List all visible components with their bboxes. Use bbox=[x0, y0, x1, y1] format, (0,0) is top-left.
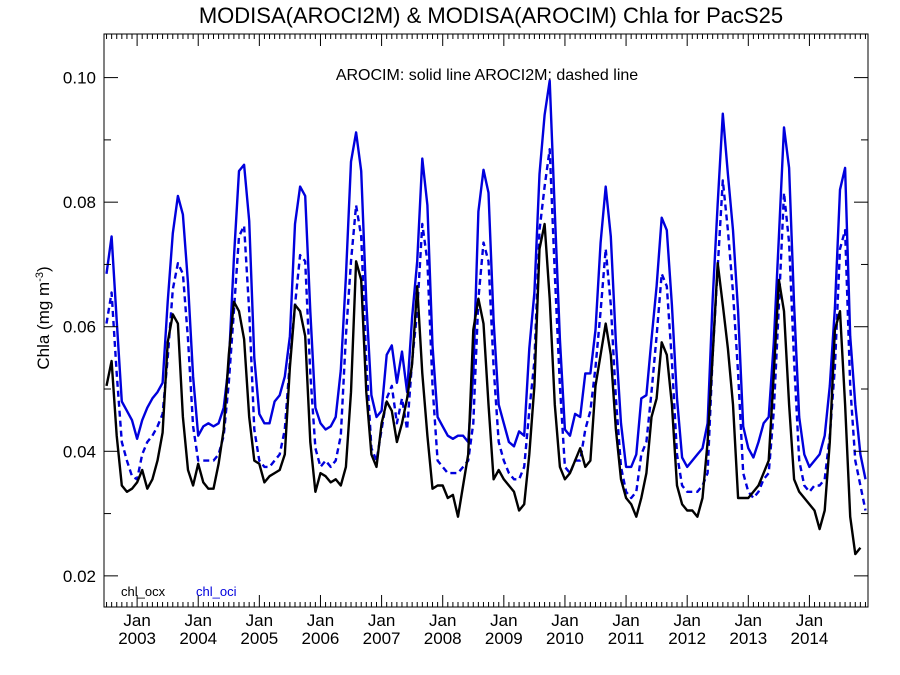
xtick-year-label: 2008 bbox=[424, 629, 462, 648]
xtick-month-label: Jan bbox=[123, 611, 150, 630]
xtick-month-label: Jan bbox=[551, 611, 578, 630]
xtick-month-label: Jan bbox=[673, 611, 700, 630]
xtick-year-label: 2006 bbox=[302, 629, 340, 648]
plot-frame bbox=[103, 33, 869, 608]
xtick-month-label: Jan bbox=[185, 611, 212, 630]
series-line-chl-oci bbox=[105, 79, 867, 480]
xtick-month-label: Jan bbox=[612, 611, 639, 630]
xtick-year-label: 2014 bbox=[791, 629, 829, 648]
xtick-month-label: Jan bbox=[429, 611, 456, 630]
xtick-month-label: Jan bbox=[368, 611, 395, 630]
xtick-year-label: 2005 bbox=[240, 629, 278, 648]
xtick-month-label: Jan bbox=[796, 611, 823, 630]
chart-title: MODISA(AROCI2M) & MODISA(AROCIM) Chla fo… bbox=[199, 3, 783, 28]
xtick-year-label: 2007 bbox=[363, 629, 401, 648]
xtick-year-label: 2011 bbox=[608, 629, 645, 648]
ytick-label: 0.06 bbox=[63, 318, 96, 337]
series-line-chl-ocx bbox=[105, 222, 862, 556]
ytick-label: 0.04 bbox=[63, 442, 96, 461]
ytick-label: 0.02 bbox=[63, 567, 96, 586]
xtick-month-label: Jan bbox=[307, 611, 334, 630]
xtick-year-label: 2004 bbox=[179, 629, 217, 648]
xtick-year-label: 2003 bbox=[118, 629, 156, 648]
xtick-year-label: 2010 bbox=[546, 629, 584, 648]
plot-area: 0.020.040.060.080.10 Jan2003Jan2004Jan20… bbox=[63, 33, 869, 648]
y-ticks: 0.02 0.04 0.06 0.08 0.10 bbox=[63, 69, 868, 586]
legend-chl-oci: chl_oci bbox=[196, 584, 237, 599]
y-axis-label: Chla (mg m-3) bbox=[34, 266, 53, 369]
legend-chl-ocx: chl_ocx bbox=[121, 584, 166, 599]
xtick-year-label: 2013 bbox=[729, 629, 767, 648]
xtick-month-label: Jan bbox=[735, 611, 762, 630]
chart-annotation: AROCIM: solid line AROCI2M: dashed line bbox=[336, 67, 638, 84]
x-ticks: Jan2003Jan2004Jan2005Jan2006Jan2007Jan20… bbox=[106, 34, 866, 648]
xtick-month-label: Jan bbox=[246, 611, 273, 630]
xtick-year-label: 2009 bbox=[485, 629, 523, 648]
xtick-month-label: Jan bbox=[490, 611, 517, 630]
ytick-label: 0.10 bbox=[63, 69, 96, 88]
xtick-year-label: 2012 bbox=[668, 629, 706, 648]
series-layer bbox=[105, 79, 867, 556]
ytick-label: 0.08 bbox=[63, 193, 96, 212]
